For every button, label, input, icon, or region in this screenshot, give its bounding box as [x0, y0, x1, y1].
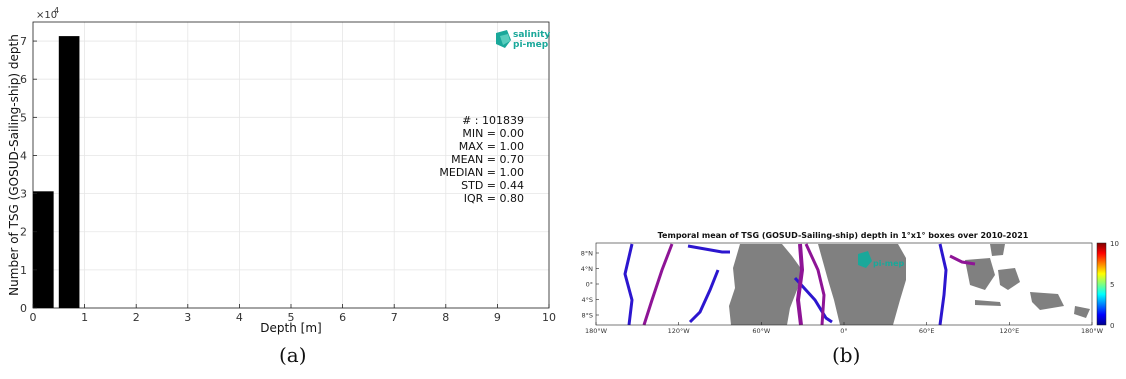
caption-a: (a) — [279, 343, 307, 367]
map-x-tick-label: 120°E — [999, 327, 1019, 335]
x-tick-label: 6 — [339, 311, 346, 324]
colorbar — [1096, 242, 1107, 326]
map-y-tick-label: 8°S — [581, 312, 593, 320]
stat-line: IQR = 0.80 — [464, 192, 524, 205]
logo-pi-mep-text: pi-mep — [513, 40, 549, 50]
land-islands — [975, 244, 1090, 318]
logo-salinity-text: salinity — [513, 30, 550, 40]
caption-b: (b) — [832, 343, 861, 367]
map-y-tick-label: 4°N — [581, 265, 593, 273]
x-tick-label: 9 — [494, 311, 501, 324]
histogram-x-axis-label: Depth [m] — [260, 321, 321, 335]
histogram-bar — [33, 191, 54, 308]
y-exponent-base: ×10 — [36, 10, 57, 21]
y-tick-label: 6 — [20, 73, 27, 86]
track-galapagos — [688, 269, 720, 324]
map-y-tick-label: 4°S — [581, 296, 593, 304]
map-x-tick-label: 60°E — [919, 327, 935, 335]
histogram-x-ticks: 0 1 2 3 4 5 6 7 8 9 10 — [30, 304, 556, 324]
stat-line: # : 101839 — [462, 114, 524, 127]
map-title: Temporal mean of TSG (GOSUD-Sailing-ship… — [658, 231, 1029, 240]
land-indonesia-1 — [965, 258, 995, 290]
colorbar-ticks: 10 5 0 — [1110, 240, 1119, 330]
histogram-bars — [33, 36, 80, 308]
stat-line: MIN = 0.00 — [462, 127, 524, 140]
x-tick-label: 3 — [184, 311, 191, 324]
colorbar-tick-label: 0 — [1110, 322, 1114, 330]
map-x-tick-label: 180°W — [585, 327, 608, 335]
y-tick-label: 7 — [20, 35, 27, 48]
stat-line: STD = 0.44 — [461, 179, 524, 192]
y-tick-label: 4 — [20, 149, 27, 162]
land-masses — [729, 244, 1090, 325]
map-x-tick-label: 120°W — [668, 327, 691, 335]
histogram-y-ticks: 0 1 2 3 4 5 6 7 — [20, 35, 37, 315]
track-central-pacific — [642, 243, 674, 326]
y-tick-label: 0 — [20, 302, 27, 315]
track-brazil — [793, 276, 833, 324]
ship-tracks — [623, 243, 976, 326]
y-tick-label: 2 — [20, 226, 27, 239]
map-x-tick-label: 0° — [840, 327, 847, 335]
x-tick-label: 0 — [30, 311, 37, 324]
map-y-tick-label: 8°N — [581, 250, 593, 258]
map-x-tick-label: 180°W — [1081, 327, 1104, 335]
histogram-y-axis-label: Number of TSG (GOSUD-Sailing-ship) depth — [7, 34, 21, 296]
land-new-guinea — [1030, 292, 1064, 310]
colorbar-tick-label: 5 — [1110, 281, 1114, 289]
y-tick-label: 5 — [20, 111, 27, 124]
histogram-bar — [58, 36, 80, 308]
x-tick-label: 8 — [442, 311, 449, 324]
stat-line: MAX = 1.00 — [459, 140, 524, 153]
land-africa — [818, 244, 906, 325]
y-exponent-power: 4 — [54, 6, 59, 15]
x-tick-label: 4 — [236, 311, 243, 324]
y-tick-label: 1 — [20, 264, 27, 277]
salinity-pi-mep-logo: salinity pi-mep — [496, 30, 550, 50]
map-x-ticks: 180°W 120°W 60°W 0° 60°E 120°E 180°W — [585, 322, 1104, 335]
land-south-america — [729, 244, 802, 325]
stat-line: MEDIAN = 1.00 — [439, 166, 524, 179]
track-indonesia — [949, 254, 976, 266]
x-tick-label: 5 — [288, 311, 295, 324]
map-x-tick-label: 60°W — [752, 327, 771, 335]
map-pi-mep-logo: pi-mep — [858, 251, 905, 268]
map-logo-text: pi-mep — [873, 259, 905, 268]
histogram-panel: 0 1 2 3 4 5 6 7 8 9 10 0 1 2 3 4 5 6 7 ×10 4 Depth [m] Nu… — [7, 6, 556, 335]
stat-line: MEAN = 0.70 — [451, 153, 524, 166]
colorbar-tick-label: 10 — [1110, 240, 1119, 248]
x-tick-label: 7 — [391, 311, 398, 324]
y-tick-label: 3 — [20, 188, 27, 201]
track-indian-ocean — [938, 243, 948, 326]
map-y-ticks: 8°N 4°N 0° 4°S 8°S — [581, 250, 599, 320]
land-indonesia-2 — [998, 268, 1020, 290]
track-atlantic-2 — [804, 243, 826, 326]
track-atlantic-1 — [795, 243, 805, 326]
map-panel: Temporal mean of TSG (GOSUD-Sailing-ship… — [581, 231, 1119, 335]
x-tick-label: 2 — [133, 311, 140, 324]
track-east-pacific — [623, 243, 634, 326]
track-panama — [687, 244, 730, 254]
map-y-tick-label: 0° — [586, 281, 593, 289]
x-tick-label: 10 — [542, 311, 556, 324]
x-tick-label: 1 — [81, 311, 88, 324]
